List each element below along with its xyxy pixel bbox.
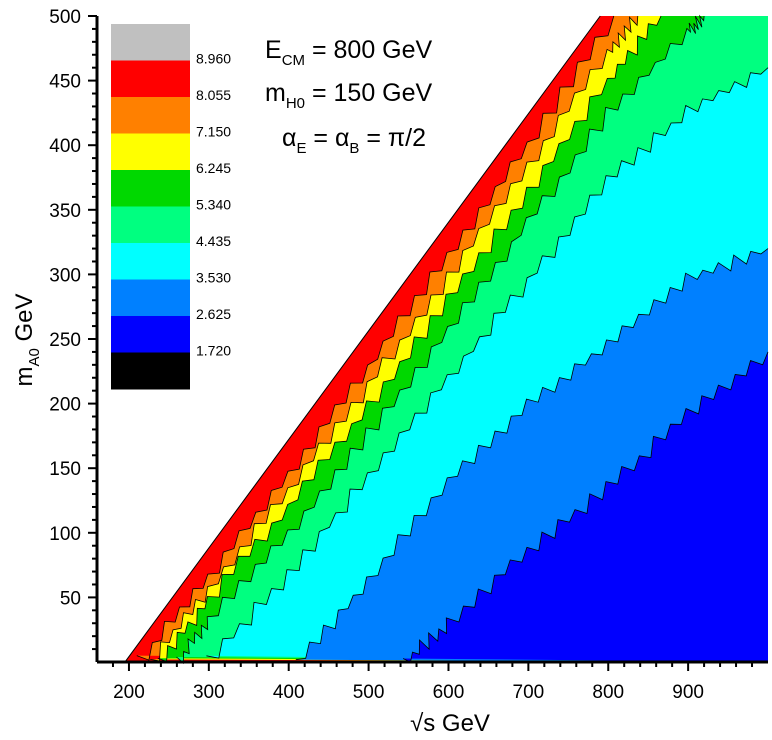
y-tick-label: 400 bbox=[49, 136, 81, 157]
annotation-alpha: αE = αB = π/2 bbox=[282, 124, 426, 157]
x-tick-label: 700 bbox=[513, 682, 545, 703]
axes: 200 300 400 500 600 700 800 900 50 100 150 200 250 30… bbox=[49, 7, 768, 703]
legend-swatch bbox=[111, 24, 190, 61]
y-tick-label: 150 bbox=[49, 459, 81, 480]
kinematic-boundary-line bbox=[124, 15, 601, 663]
x-tick-label: 800 bbox=[592, 682, 624, 703]
y-axis-title-unit: GeV bbox=[11, 293, 38, 348]
legend-swatch bbox=[111, 206, 190, 244]
legend-swatch bbox=[111, 279, 190, 317]
legend-swatch bbox=[111, 316, 190, 353]
x-tick-label: 500 bbox=[353, 682, 385, 703]
contour-line-5 bbox=[295, 248, 769, 661]
legend-level-label: 6.245 bbox=[196, 160, 231, 176]
contour-line-4 bbox=[206, 67, 769, 659]
x-tick-label: 200 bbox=[113, 682, 145, 703]
x-tick-label: 600 bbox=[433, 682, 465, 703]
y-axis-title: mA0 GeV bbox=[11, 293, 43, 386]
annotation-block: ECM = 800 GeV mH0 = 150 GeV αE = αB = π/… bbox=[265, 36, 433, 157]
y-axis-title-sub: A0 bbox=[26, 348, 43, 366]
y-tick-label: 100 bbox=[49, 524, 81, 545]
contour-line-3 bbox=[176, 14, 705, 665]
legend-level-label: 7.150 bbox=[196, 124, 231, 140]
y-tick-label: 200 bbox=[49, 395, 81, 416]
annotation-ecm: ECM = 800 GeV bbox=[265, 36, 433, 69]
x-axis-title: √s GeV bbox=[410, 710, 490, 737]
contour-line-1 bbox=[150, 15, 639, 662]
legend-level-label: 3.530 bbox=[196, 270, 231, 286]
contour-region-0000ff bbox=[403, 351, 768, 663]
legend-level-label: 8.960 bbox=[196, 51, 231, 67]
contour-line-2 bbox=[157, 15, 662, 663]
legend-swatch bbox=[111, 97, 190, 134]
legend-swatch bbox=[111, 133, 190, 171]
legend-swatch bbox=[111, 170, 190, 207]
legend-level-label: 8.055 bbox=[196, 87, 231, 103]
y-tick-label: 250 bbox=[49, 330, 81, 351]
legend-swatch bbox=[111, 352, 190, 390]
legend-level-label: 4.435 bbox=[196, 233, 231, 249]
legend-swatch bbox=[111, 243, 190, 280]
y-tick-label: 450 bbox=[49, 72, 81, 93]
contour-lines bbox=[124, 14, 769, 665]
y-tick-label: 50 bbox=[60, 588, 81, 609]
contour-fills bbox=[124, 16, 769, 664]
contour-line-0 bbox=[136, 15, 615, 661]
contour-line-6 bbox=[402, 351, 769, 663]
legend-swatch bbox=[111, 60, 190, 98]
x-tick-label: 300 bbox=[193, 682, 225, 703]
y-tick-label: 300 bbox=[49, 265, 81, 286]
y-tick-label: 500 bbox=[49, 7, 81, 28]
legend-level-label: 5.340 bbox=[196, 197, 231, 213]
x-tick-label: 900 bbox=[672, 682, 704, 703]
y-axis-title-main: m bbox=[11, 367, 38, 387]
x-tick-label: 400 bbox=[273, 682, 305, 703]
color-legend: 8.960 8.055 7.150 6.245 5.340 4.435 3.530 2.625… bbox=[111, 24, 231, 390]
y-tick-label: 350 bbox=[49, 201, 81, 222]
annotation-mh0: mH0 = 150 GeV bbox=[265, 79, 433, 112]
legend-level-label: 1.720 bbox=[196, 343, 231, 359]
legend-level-label: 2.625 bbox=[196, 306, 231, 322]
